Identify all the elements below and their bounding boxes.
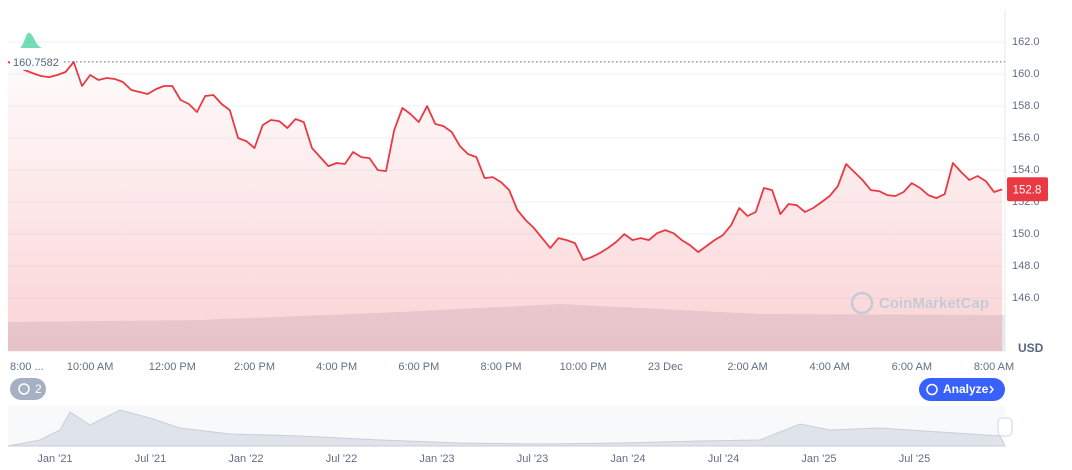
y-tick-label: 148.0 xyxy=(1012,260,1040,272)
y-tick-label: 150.0 xyxy=(1012,228,1040,240)
current-price-label: 152.8 xyxy=(1013,184,1042,196)
watermark: CoinMarketCap xyxy=(850,291,989,315)
navigator-label: Jul '21 xyxy=(135,453,166,465)
history-badge[interactable]: 2 xyxy=(10,378,46,400)
navigator-label: Jul '22 xyxy=(326,453,357,465)
history-count: 2 xyxy=(35,382,42,396)
x-tick-label: 8:00 AM xyxy=(974,361,1014,373)
y-tick-label: 154.0 xyxy=(1012,164,1040,176)
x-tick-label: 2:00 PM xyxy=(234,361,275,373)
analyze-label: Analyze xyxy=(943,382,989,396)
navigator-label: Jul '25 xyxy=(899,453,930,465)
navigator-label: Jul '23 xyxy=(517,453,548,465)
watermark-text: CoinMarketCap xyxy=(879,295,989,312)
x-tick-label: 4:00 AM xyxy=(809,361,849,373)
x-tick-label: 12:00 PM xyxy=(149,361,196,373)
navigator-label: Jan '22 xyxy=(228,453,263,465)
x-tick-label: 10:00 PM xyxy=(560,361,607,373)
x-tick-label: 8:00 PM xyxy=(481,361,522,373)
x-tick-label: 4:00 PM xyxy=(316,361,357,373)
navigator-area xyxy=(7,409,1006,447)
plot xyxy=(7,41,1005,351)
y-tick-label: 146.0 xyxy=(1012,292,1040,304)
navigator-label: Jan '25 xyxy=(801,453,836,465)
y-tick-label: 160.0 xyxy=(1012,68,1040,80)
current-price-tag xyxy=(1007,177,1048,202)
x-tick-label: 6:00 AM xyxy=(892,361,932,373)
x-tick-label: 10:00 AM xyxy=(67,361,113,373)
y-tick-label: 158.0 xyxy=(1012,100,1040,112)
analyze-button[interactable]: Analyze xyxy=(919,378,1005,401)
navigator-handle[interactable] xyxy=(997,417,1013,437)
navigator-label: Jul '24 xyxy=(708,453,739,465)
navigator-label: Jan '23 xyxy=(419,453,454,465)
y-tick-label: 162.0 xyxy=(1012,36,1040,48)
y-tick-label: 156.0 xyxy=(1012,132,1040,144)
reference-tag xyxy=(10,53,64,70)
x-tick-label: 8:00 ... xyxy=(10,361,44,373)
price-area xyxy=(8,62,1003,351)
x-tick-label: 23 Dec xyxy=(648,361,683,373)
up-indicator xyxy=(20,32,42,48)
price-line xyxy=(7,61,1003,261)
reference-label: 160.7582 xyxy=(13,57,59,69)
x-tick-label: 2:00 AM xyxy=(727,361,767,373)
x-tick-label: 6:00 PM xyxy=(398,361,439,373)
navigator-label: Jan '21 xyxy=(37,453,72,465)
navigator-label: Jan '24 xyxy=(610,453,645,465)
currency-label: USD xyxy=(1018,341,1044,355)
